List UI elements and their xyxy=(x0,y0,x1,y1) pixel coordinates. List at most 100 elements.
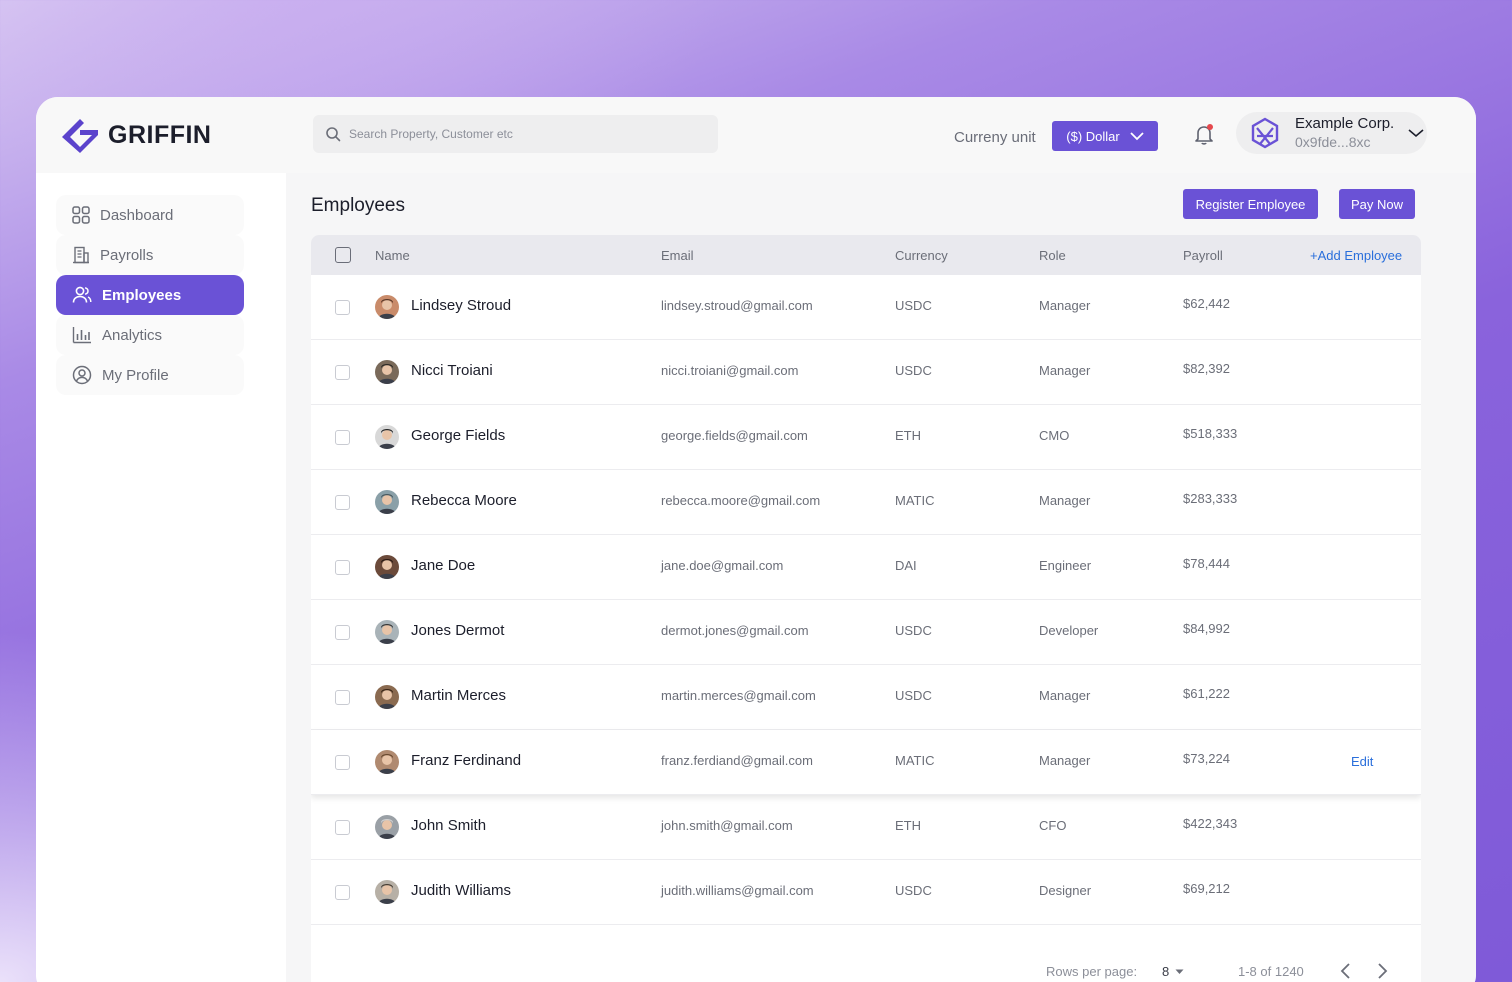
employee-role: CFO xyxy=(1039,818,1067,833)
employee-currency: ETH xyxy=(895,428,921,443)
chevron-down-icon xyxy=(1408,129,1424,138)
account-name: Example Corp. xyxy=(1295,115,1395,132)
employee-payroll: $422,343 xyxy=(1183,816,1238,831)
caret-down-icon xyxy=(1175,969,1184,974)
employee-name: Lindsey Stroud xyxy=(411,297,512,314)
table-row[interactable]: Lindsey Stroud lindsey.stroud@gmail.com US… xyxy=(311,275,1421,340)
employee-role: Manager xyxy=(1039,493,1091,508)
table-row[interactable]: Nicci Troiani nicci.troiani@gmail.com USDC… xyxy=(311,340,1421,405)
brand-name: GRIFFIN xyxy=(108,120,212,149)
avatar-icon xyxy=(375,620,399,644)
avatar xyxy=(375,750,399,774)
employee-currency: MATIC xyxy=(895,493,935,508)
row-checkbox[interactable] xyxy=(335,365,350,380)
employee-currency: USDC xyxy=(895,883,932,898)
rows-per-page-value: 8 xyxy=(1162,964,1170,979)
app-window: GRIFFIN Curreny unit ($) Dollar xyxy=(36,97,1476,982)
employee-currency: USDC xyxy=(895,363,932,378)
currency-dropdown[interactable]: ($) Dollar xyxy=(1052,121,1158,151)
employee-email: martin.merces@gmail.com xyxy=(661,688,816,703)
search-bar[interactable] xyxy=(313,115,718,153)
avatar xyxy=(375,360,399,384)
bell-icon xyxy=(1195,124,1213,145)
avatar-icon xyxy=(375,490,399,514)
employee-email: franz.ferdiand@gmail.com xyxy=(661,753,813,768)
sidebar: Dashboard Payrolls Employees xyxy=(36,173,286,982)
employee-role: Engineer xyxy=(1039,558,1092,573)
sidebar-item-my-profile[interactable]: My Profile xyxy=(56,355,244,395)
pay-now-button[interactable]: Pay Now xyxy=(1339,189,1415,219)
employee-email: rebecca.moore@gmail.com xyxy=(661,493,821,508)
table-row[interactable]: Jones Dermot dermot.jones@gmail.com USDC De… xyxy=(311,600,1421,665)
row-checkbox[interactable] xyxy=(335,755,350,770)
employee-email: judith.williams@gmail.com xyxy=(661,883,814,898)
employee-email: lindsey.stroud@gmail.com xyxy=(661,298,813,313)
logo[interactable]: GRIFFIN xyxy=(58,115,212,155)
table-row[interactable]: John Smith john.smith@gmail.com ETH CFO $422… xyxy=(311,795,1421,860)
employee-name: John Smith xyxy=(411,817,487,834)
employee-payroll: $73,224 xyxy=(1183,751,1230,766)
add-employee-link[interactable]: +Add Employee xyxy=(1310,248,1403,263)
row-checkbox[interactable] xyxy=(335,430,350,445)
table-row[interactable]: Jane Doe jane.doe@gmail.com DAI Engineer $78… xyxy=(311,535,1421,600)
sidebar-item-analytics[interactable]: Analytics xyxy=(56,315,244,355)
row-checkbox[interactable] xyxy=(335,820,350,835)
employee-currency: USDC xyxy=(895,623,932,638)
employee-name: Franz Ferdinand xyxy=(411,752,522,769)
register-employee-button[interactable]: Register Employee xyxy=(1183,189,1318,219)
edit-link[interactable]: Edit xyxy=(1351,754,1374,769)
pagination: Rows per page: 8 1-8 of 1240 xyxy=(311,950,1421,982)
employee-role: Manager xyxy=(1039,363,1091,378)
page-title: Employees xyxy=(311,195,405,216)
column-header-currency: Currency xyxy=(895,248,948,263)
employee-role: Manager xyxy=(1039,298,1091,313)
row-checkbox[interactable] xyxy=(335,885,350,900)
row-checkbox[interactable] xyxy=(335,495,350,510)
employee-role: Manager xyxy=(1039,753,1091,768)
employee-email: jane.doe@gmail.com xyxy=(661,558,784,573)
employee-role: Manager xyxy=(1039,688,1091,703)
select-all-checkbox[interactable] xyxy=(335,247,351,263)
employee-payroll: $518,333 xyxy=(1183,426,1238,441)
avatar-icon xyxy=(375,555,399,579)
users-icon xyxy=(72,286,92,303)
employee-name: Martin Merces xyxy=(411,687,507,704)
avatar-icon xyxy=(375,685,399,709)
main-content: Employees Register Employee Pay Now Name… xyxy=(286,173,1476,982)
avatar xyxy=(375,295,399,319)
sidebar-item-label: My Profile xyxy=(102,366,169,384)
table-row[interactable]: Martin Merces martin.merces@gmail.com USDC… xyxy=(311,665,1421,730)
building-icon xyxy=(73,246,89,264)
row-checkbox[interactable] xyxy=(335,560,350,575)
search-input[interactable] xyxy=(349,127,689,141)
rows-per-page-select[interactable]: 8 xyxy=(1162,964,1184,979)
employee-name: Rebecca Moore xyxy=(411,492,517,509)
row-checkbox[interactable] xyxy=(335,625,350,640)
table-row[interactable]: Rebecca Moore rebecca.moore@gmail.com MATI… xyxy=(311,470,1421,535)
avatar-icon xyxy=(375,880,399,904)
chevron-down-icon xyxy=(1130,132,1144,141)
table-header: Name Email Currency Role Payroll +Add Em… xyxy=(311,235,1421,275)
row-checkbox[interactable] xyxy=(335,300,350,315)
next-page-icon[interactable] xyxy=(1375,962,1389,980)
employee-name: Nicci Troiani xyxy=(411,362,493,379)
bar-chart-icon xyxy=(72,327,91,344)
previous-page-icon[interactable] xyxy=(1339,962,1353,980)
sidebar-item-dashboard[interactable]: Dashboard xyxy=(56,195,244,235)
avatar-icon xyxy=(375,295,399,319)
table-row[interactable]: George Fields george.fields@gmail.com ETH C… xyxy=(311,405,1421,470)
sidebar-item-label: Payrolls xyxy=(100,246,154,264)
sidebar-item-payrolls[interactable]: Payrolls xyxy=(56,235,244,275)
avatar xyxy=(375,685,399,709)
table-row[interactable]: Judith Williams judith.williams@gmail.com… xyxy=(311,860,1421,925)
sidebar-item-employees[interactable]: Employees xyxy=(56,275,244,315)
avatar-icon xyxy=(375,425,399,449)
row-checkbox[interactable] xyxy=(335,690,350,705)
rows-per-page-label: Rows per page: xyxy=(1046,964,1138,979)
account-switcher[interactable]: Example Corp. 0x9fde...8xc xyxy=(1236,112,1427,154)
sidebar-item-label: Employees xyxy=(102,286,182,304)
notifications-button[interactable] xyxy=(1192,122,1216,146)
top-bar: GRIFFIN Curreny unit ($) Dollar xyxy=(36,97,1476,173)
table-row[interactable]: Franz Ferdinand franz.ferdiand@gmail.com M… xyxy=(311,730,1421,795)
employees-table: Name Email Currency Role Payroll +Add Em… xyxy=(311,235,1421,982)
